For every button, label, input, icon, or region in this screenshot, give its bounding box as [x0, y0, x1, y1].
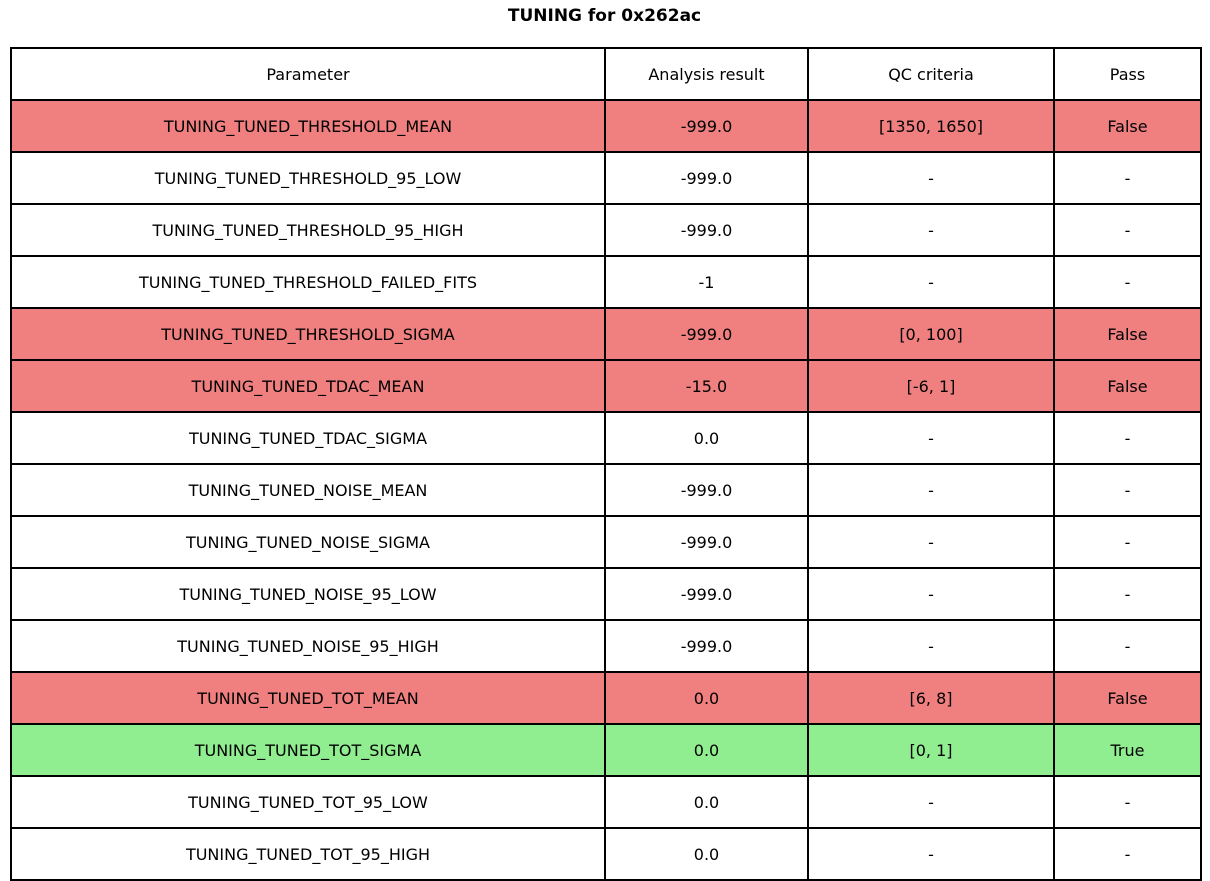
- table-row: TUNING_TUNED_THRESHOLD_95_HIGH -999.0- -: [10, 203, 1202, 257]
- cell-qc-criteria: -: [807, 515, 1055, 569]
- cell-parameter: TUNING_TUNED_TOT_MEAN: [10, 671, 606, 725]
- cell-parameter: TUNING_TUNED_NOISE_MEAN: [10, 463, 606, 517]
- cell-qc-criteria: -: [807, 463, 1055, 517]
- column-header-parameter: Parameter: [10, 47, 606, 101]
- cell-analysis-result: -999.0: [604, 619, 809, 673]
- cell-pass: -: [1053, 775, 1202, 829]
- cell-qc-criteria: -: [807, 255, 1055, 309]
- table-row: TUNING_TUNED_THRESHOLD_SIGMA -999.0 [0, 10…: [10, 307, 1202, 361]
- table-row: TUNING_TUNED_NOISE_95_LOW -999.0- -: [10, 567, 1202, 621]
- cell-pass: -: [1053, 151, 1202, 205]
- cell-analysis-result: -999.0: [604, 463, 809, 517]
- cell-parameter: TUNING_TUNED_TDAC_MEAN: [10, 359, 606, 413]
- cell-pass: False: [1053, 671, 1202, 725]
- cell-pass: -: [1053, 619, 1202, 673]
- table-row: TUNING_TUNED_TDAC_SIGMA 0.0- -: [10, 411, 1202, 465]
- cell-parameter: TUNING_TUNED_THRESHOLD_FAILED_FITS: [10, 255, 606, 309]
- cell-qc-criteria: -: [807, 203, 1055, 257]
- cell-qc-criteria: [-6, 1]: [807, 359, 1055, 413]
- cell-analysis-result: 0.0: [604, 411, 809, 465]
- cell-pass: True: [1053, 723, 1202, 777]
- table-row: TUNING_TUNED_TOT_95_HIGH 0.0- -: [10, 827, 1202, 881]
- table-row: TUNING_TUNED_TDAC_MEAN -15.0 [-6, 1] False: [10, 359, 1202, 413]
- cell-pass: -: [1053, 515, 1202, 569]
- cell-analysis-result: -999.0: [604, 151, 809, 205]
- cell-parameter: TUNING_TUNED_TOT_SIGMA: [10, 723, 606, 777]
- table-row: TUNING_TUNED_THRESHOLD_FAILED_FITS -1- -: [10, 255, 1202, 309]
- cell-parameter: TUNING_TUNED_TOT_95_HIGH: [10, 827, 606, 881]
- header-row: Parameter Analysis result QC criteria Pa…: [10, 47, 1202, 101]
- cell-parameter: TUNING_TUNED_THRESHOLD_SIGMA: [10, 307, 606, 361]
- table-row: TUNING_TUNED_NOISE_95_HIGH -999.0- -: [10, 619, 1202, 673]
- page-title: TUNING for 0x262ac: [507, 6, 702, 26]
- cell-pass: False: [1053, 359, 1202, 413]
- table-row: TUNING_TUNED_NOISE_SIGMA -999.0- -: [10, 515, 1202, 569]
- column-header-pass: Pass: [1053, 47, 1202, 101]
- cell-analysis-result: 0.0: [604, 827, 809, 881]
- table-row: TUNING_TUNED_THRESHOLD_95_LOW -999.0- -: [10, 151, 1202, 205]
- cell-analysis-result: -999.0: [604, 515, 809, 569]
- table-row: TUNING_TUNED_TOT_95_LOW 0.0- -: [10, 775, 1202, 829]
- cell-parameter: TUNING_TUNED_NOISE_SIGMA: [10, 515, 606, 569]
- qc-results-table: Parameter Analysis result QC criteria Pa…: [10, 47, 1202, 881]
- table-row: TUNING_TUNED_THRESHOLD_MEAN -999.0 [1350, …: [10, 99, 1202, 153]
- cell-parameter: TUNING_TUNED_TDAC_SIGMA: [10, 411, 606, 465]
- cell-qc-criteria: -: [807, 827, 1055, 881]
- cell-qc-criteria: [0, 1]: [807, 723, 1055, 777]
- table-row: TUNING_TUNED_TOT_MEAN 0.0 [6, 8] False: [10, 671, 1202, 725]
- cell-analysis-result: -999.0: [604, 99, 809, 153]
- cell-qc-criteria: -: [807, 775, 1055, 829]
- table-row: TUNING_TUNED_TOT_SIGMA 0.0 [0, 1] True: [10, 723, 1202, 777]
- cell-pass: -: [1053, 567, 1202, 621]
- cell-pass: -: [1053, 411, 1202, 465]
- column-header-qc-criteria: QC criteria: [807, 47, 1055, 101]
- cell-qc-criteria: -: [807, 411, 1055, 465]
- cell-qc-criteria: -: [807, 567, 1055, 621]
- table-row: TUNING_TUNED_NOISE_MEAN -999.0- -: [10, 463, 1202, 517]
- cell-analysis-result: -999.0: [604, 307, 809, 361]
- cell-analysis-result: 0.0: [604, 671, 809, 725]
- column-header-analysis-result: Analysis result: [604, 47, 809, 101]
- cell-pass: False: [1053, 307, 1202, 361]
- cell-analysis-result: 0.0: [604, 723, 809, 777]
- cell-parameter: TUNING_TUNED_THRESHOLD_MEAN: [10, 99, 606, 153]
- cell-pass: -: [1053, 203, 1202, 257]
- cell-parameter: TUNING_TUNED_NOISE_95_HIGH: [10, 619, 606, 673]
- cell-pass: False: [1053, 99, 1202, 153]
- cell-parameter: TUNING_TUNED_TOT_95_LOW: [10, 775, 606, 829]
- cell-analysis-result: -1: [604, 255, 809, 309]
- cell-pass: -: [1053, 827, 1202, 881]
- cell-pass: -: [1053, 255, 1202, 309]
- cell-analysis-result: 0.0: [604, 775, 809, 829]
- cell-analysis-result: -15.0: [604, 359, 809, 413]
- cell-qc-criteria: [1350, 1650]: [807, 99, 1055, 153]
- cell-parameter: TUNING_TUNED_THRESHOLD_95_LOW: [10, 151, 606, 205]
- cell-parameter: TUNING_TUNED_THRESHOLD_95_HIGH: [10, 203, 606, 257]
- cell-qc-criteria: [0, 100]: [807, 307, 1055, 361]
- cell-qc-criteria: -: [807, 151, 1055, 205]
- qc-table-body: TUNING_TUNED_THRESHOLD_MEAN -999.0 [1350, …: [10, 99, 1202, 881]
- cell-qc-criteria: [6, 8]: [807, 671, 1055, 725]
- cell-qc-criteria: -: [807, 619, 1055, 673]
- cell-parameter: TUNING_TUNED_NOISE_95_LOW: [10, 567, 606, 621]
- cell-pass: -: [1053, 463, 1202, 517]
- cell-analysis-result: -999.0: [604, 203, 809, 257]
- cell-analysis-result: -999.0: [604, 567, 809, 621]
